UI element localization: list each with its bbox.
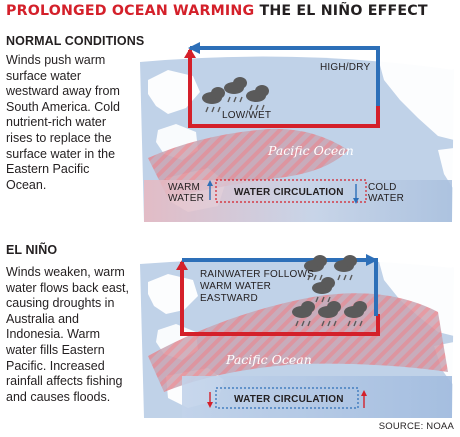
water-circulation-label: WATER CIRCULATION — [234, 187, 344, 198]
elnino-heading: EL NIÑO — [6, 243, 58, 257]
warm-current-loop — [188, 50, 380, 128]
rain-cloud-icon — [304, 255, 327, 281]
rain-cloud-icon — [246, 85, 269, 111]
landmass-north-america — [378, 58, 454, 140]
label-rainwater: RAINWATER FOLLOWS — [200, 269, 314, 280]
rain-cloud-icon — [344, 301, 367, 327]
water-circulation-label: WATER CIRCULATION — [234, 394, 344, 405]
label-warm: WARM — [168, 182, 201, 193]
title-red: PROLONGED OCEAN WARMING — [6, 3, 255, 19]
label-warm-water: WATER — [168, 193, 204, 204]
warm-water-zone — [148, 293, 448, 392]
circulation-box — [215, 387, 359, 409]
circulation-basin — [144, 180, 452, 222]
normal-diagram: HIGH/DRY LOW/WET Pacific Ocean WARM WATE… — [138, 40, 456, 222]
elnino-map — [140, 254, 454, 418]
normal-description: Winds push warm surface water westward a… — [6, 53, 120, 192]
warm-current-arrow — [176, 260, 188, 270]
warm-current-loop — [180, 262, 380, 336]
elnino-diagram: RAINWATER FOLLOWS WARM WATER EASTWARD Pa… — [138, 252, 456, 418]
ocean-label: Pacific Ocean — [226, 352, 312, 367]
circulation-basin — [182, 376, 452, 418]
landmass-south-america — [438, 148, 454, 190]
wind-loop — [190, 46, 380, 106]
rain-cloud-icon — [334, 255, 357, 281]
label-warm-water: WARM WATER — [200, 281, 272, 292]
wind-arrow-west — [188, 42, 200, 54]
label-low-wet: LOW/WET — [222, 110, 272, 121]
elnino-description: Winds weaken, warm water flows back east… — [6, 265, 129, 404]
normal-map — [140, 42, 454, 222]
label-high-dry: HIGH/DRY — [320, 62, 371, 73]
rain-cloud-icon — [292, 301, 315, 327]
title-black: THE EL NIÑO EFFECT — [259, 3, 428, 19]
label-cold: COLD — [368, 182, 397, 193]
label-eastward: EASTWARD — [200, 293, 258, 304]
rain-cloud-icon — [312, 277, 335, 303]
wind-arrow-east — [366, 254, 378, 266]
ocean-label: Pacific Ocean — [268, 143, 354, 158]
normal-heading: NORMAL CONDITIONS — [6, 34, 145, 48]
source-credit: SOURCE: NOAA — [378, 421, 454, 432]
landmass-asia — [148, 70, 200, 114]
landmass-asia — [148, 274, 198, 314]
circulation-box — [215, 179, 367, 203]
warm-current-arrow — [184, 48, 196, 58]
rain-cloud-icon — [224, 77, 247, 103]
rain-cloud-icon — [318, 301, 341, 327]
rain-cloud-icon — [202, 87, 225, 113]
label-cold-water: WATER — [368, 193, 404, 204]
page-title: PROLONGED OCEAN WARMING THE EL NIÑO EFFE… — [6, 3, 456, 21]
